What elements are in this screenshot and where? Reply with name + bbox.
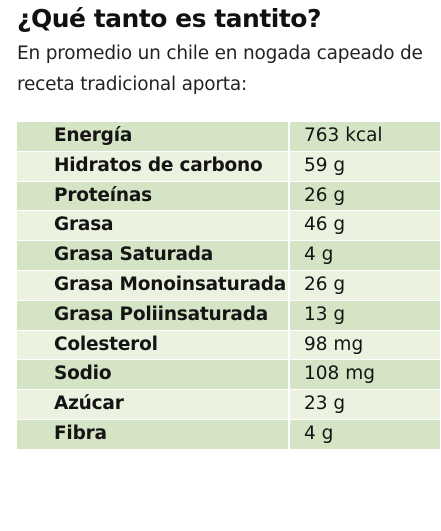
nutrient-name: Grasa	[17, 210, 289, 242]
table-row: Grasa Poliinsaturada 13 g	[17, 300, 440, 331]
nutrient-name: Energía	[17, 122, 289, 152]
page-title: ¿Qué tanto es tantito?	[17, 4, 321, 33]
table-row: Sodio 108 mg	[17, 359, 440, 391]
nutrient-name: Azúcar	[17, 389, 289, 420]
nutrient-amount: 4 g	[288, 240, 440, 271]
table-row: Hidratos de carbono 59 g	[17, 151, 440, 182]
table-row: Energía 763 kcal	[17, 122, 440, 152]
subtitle: En promedio un chile en nogada capeado d…	[17, 43, 423, 95]
nutrient-amount: 763 kcal	[288, 122, 440, 152]
nutrient-amount: 98 mg	[288, 330, 440, 361]
nutrient-amount: 46 g	[288, 210, 440, 242]
table-row: Grasa Saturada 4 g	[17, 240, 440, 271]
nutrient-amount: 108 mg	[288, 359, 440, 391]
nutrient-name: Hidratos de carbono	[17, 151, 289, 182]
nutrient-amount: 13 g	[288, 300, 440, 331]
table-row: Fibra 4 g	[17, 419, 440, 450]
table-row: Proteínas 26 g	[17, 181, 440, 212]
nutrient-name: Fibra	[17, 419, 289, 450]
nutrient-amount: 26 g	[288, 270, 440, 301]
nutrient-amount: 4 g	[288, 419, 440, 450]
nutrient-amount: 23 g	[288, 389, 440, 420]
table-row: Azúcar 23 g	[17, 389, 440, 420]
nutrient-name: Grasa Poliinsaturada	[17, 300, 289, 331]
nutrient-amount: 26 g	[288, 181, 440, 212]
nutrient-amount: 59 g	[288, 151, 440, 182]
nutrient-name: Sodio	[17, 359, 289, 391]
table-row: Grasa Monoinsaturada 26 g	[17, 270, 440, 301]
nutrient-name: Grasa Monoinsaturada	[17, 270, 289, 301]
table-row: Grasa 46 g	[17, 210, 440, 242]
table-row: Colesterol 98 mg	[17, 330, 440, 361]
nutrient-name: Proteínas	[17, 181, 289, 212]
nutrient-name: Grasa Saturada	[17, 240, 289, 271]
nutrient-name: Colesterol	[17, 330, 289, 361]
nutrition-table: Energía 763 kcal Hidratos de carbono 59 …	[17, 122, 440, 450]
